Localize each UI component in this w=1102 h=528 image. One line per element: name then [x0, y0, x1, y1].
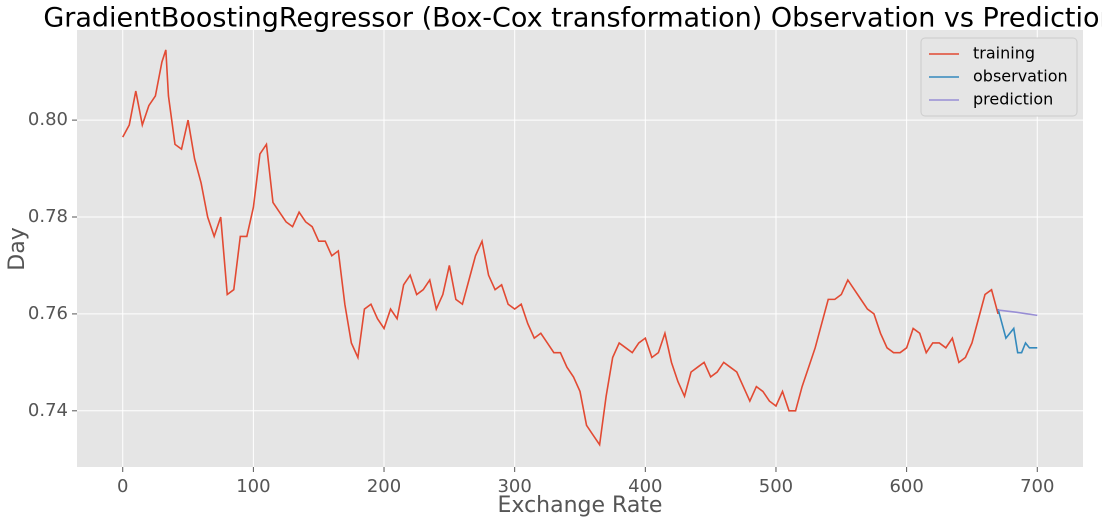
- y-tick-label: 0.74: [28, 400, 68, 421]
- y-tick-label: 0.78: [28, 206, 68, 227]
- x-axis-label: Exchange Rate: [498, 493, 663, 518]
- x-tick-label: 300: [497, 476, 531, 497]
- lines: [122, 49, 1038, 447]
- x-tick-label: 100: [236, 476, 270, 497]
- y-axis-label: Day: [5, 227, 30, 270]
- x-tick-label: 700: [1020, 476, 1054, 497]
- y-tick-label: 0.76: [28, 303, 68, 324]
- chart-title: GradientBoostingRegressor (Box-Cox trans…: [43, 3, 1102, 34]
- legend: training observation prediction: [920, 37, 1078, 117]
- legend-label: prediction: [973, 90, 1053, 109]
- legend-label: training: [973, 44, 1035, 63]
- x-tick-label: 400: [628, 476, 662, 497]
- x-tick-label: 600: [889, 476, 923, 497]
- x-tick-label: 0: [117, 476, 128, 497]
- series-line: [122, 49, 999, 447]
- series-line: [997, 309, 1038, 317]
- y-tick-label: 0.80: [28, 109, 68, 130]
- series-line: [997, 308, 1038, 354]
- x-tick-label: 200: [367, 476, 401, 497]
- x-tick-label: 500: [759, 476, 793, 497]
- legend-label: observation: [973, 67, 1068, 86]
- legend-box: [920, 37, 1078, 117]
